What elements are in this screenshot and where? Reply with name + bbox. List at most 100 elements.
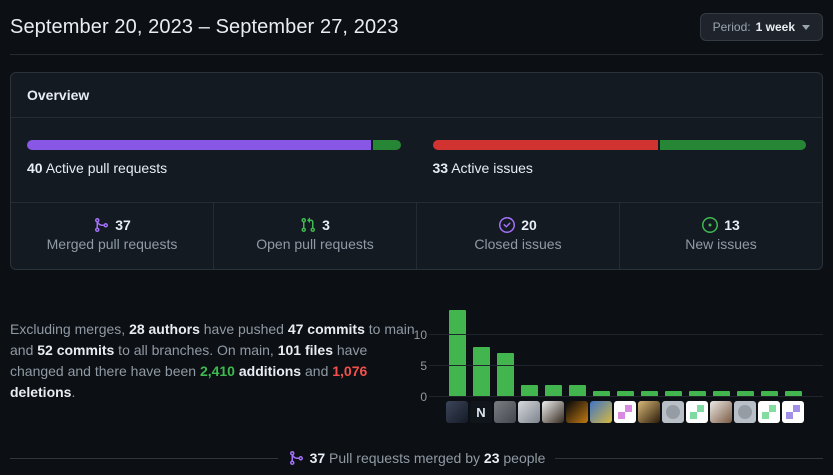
- overview-panel-title: Overview: [11, 73, 822, 118]
- stat-closed-issues[interactable]: 20 Closed issues: [416, 203, 619, 269]
- commit-bar: [736, 390, 754, 397]
- contributor-avatar[interactable]: [734, 401, 756, 423]
- avatar-cell: [661, 401, 685, 423]
- contributor-avatar[interactable]: [590, 401, 612, 423]
- contributor-avatar[interactable]: [446, 401, 468, 423]
- bar-column: [637, 310, 661, 397]
- merged-by-text: 37 Pull requests merged by 23 people: [310, 450, 546, 466]
- text-segment: 28 authors: [129, 321, 200, 337]
- new-issues-value: 13: [724, 217, 740, 233]
- page-header: September 20, 2023 – September 27, 2023 …: [10, 0, 823, 55]
- text-segment: deletions: [10, 384, 72, 400]
- avatar-cell: [709, 401, 733, 423]
- commit-bar: [568, 384, 586, 397]
- avatar-cell: [685, 401, 709, 423]
- text-segment: 37: [309, 450, 326, 466]
- bar-column: [733, 310, 757, 397]
- stat-new-issues[interactable]: 13 New issues: [619, 203, 822, 269]
- active-issues-text: Active issues: [451, 160, 533, 176]
- contributor-avatar[interactable]: [758, 401, 780, 423]
- bar-column: [469, 310, 493, 397]
- divider-line-left: [10, 457, 278, 459]
- text-segment: Pull requests merged by: [325, 450, 484, 466]
- active-issues-count: 33: [432, 160, 449, 176]
- page-title: September 20, 2023 – September 27, 2023: [10, 15, 399, 38]
- contributor-avatar[interactable]: [566, 401, 588, 423]
- contributor-avatar[interactable]: [638, 401, 660, 423]
- avatar-cell: [565, 401, 589, 423]
- period-label: Period:: [712, 20, 751, 34]
- commits-per-author-chart: 0 5 10 N: [413, 297, 823, 423]
- avatar-cell: [445, 401, 469, 423]
- commit-bar: [760, 390, 778, 397]
- text-segment: people: [499, 450, 546, 466]
- issues-progress-bar: [432, 140, 806, 150]
- bar-column: [781, 310, 805, 397]
- bar-column: [709, 310, 733, 397]
- merged-by-content: 37 Pull requests merged by 23 people: [288, 450, 546, 466]
- text-segment: and: [301, 363, 333, 379]
- period-selector-button[interactable]: Period: 1 week: [699, 13, 823, 41]
- closed-issues-label: Closed issues: [474, 236, 562, 252]
- contributor-avatar[interactable]: [542, 401, 564, 423]
- y-tick-label: 10: [413, 327, 427, 342]
- commit-bar: [640, 390, 658, 397]
- contributor-avatar[interactable]: [710, 401, 732, 423]
- merged-pr-value: 37: [115, 217, 131, 233]
- bar-column: [541, 310, 565, 397]
- avatar-cell: [493, 401, 517, 423]
- text-segment: 101 files: [277, 342, 333, 358]
- bar-column: [757, 310, 781, 397]
- identicon-pattern: [690, 405, 704, 419]
- contributor-avatar[interactable]: [494, 401, 516, 423]
- commit-summary-text: Excluding merges, 28 authors have pushed…: [10, 319, 415, 403]
- bar-column: [445, 309, 469, 397]
- git-merge-icon: [288, 450, 304, 466]
- contributor-avatar[interactable]: [662, 401, 684, 423]
- issue-opened-icon: [702, 217, 719, 233]
- identicon-pattern: [786, 405, 800, 419]
- commit-bar: [784, 390, 802, 397]
- y-tick-label: 0: [420, 390, 427, 404]
- avatar-cell: [637, 401, 661, 423]
- text-segment: to all branches. On main,: [114, 342, 278, 358]
- octocat-silhouette-icon: [738, 405, 752, 419]
- period-value: 1 week: [755, 20, 795, 34]
- avatar-cell: [517, 401, 541, 423]
- contributor-avatar[interactable]: N: [470, 401, 492, 423]
- closed-issues-value: 20: [521, 217, 537, 233]
- open-pr-value: 3: [322, 217, 330, 233]
- avatar-cell: [589, 401, 613, 423]
- avatar-cell: [757, 401, 781, 423]
- contributor-avatar[interactable]: [782, 401, 804, 423]
- stats-row: 37 Merged pull requests 3 Open pull requ…: [11, 202, 822, 269]
- open-pr-label: Open pull requests: [256, 236, 374, 252]
- active-issues-label: 33 Active issues: [433, 160, 807, 176]
- issue-closed-icon: [499, 217, 516, 233]
- merged-by-section: 37 Pull requests merged by 23 people: [10, 450, 823, 466]
- commit-bar: [544, 384, 562, 397]
- text-segment: 52 commits: [37, 342, 115, 358]
- text-segment: .: [71, 384, 76, 400]
- gridline: [429, 364, 823, 366]
- text-segment: 23: [483, 450, 500, 466]
- pull-requests-progress: 40 Active pull requests: [11, 140, 417, 176]
- active-pr-count: 40: [27, 160, 43, 176]
- stat-merged-pull-requests[interactable]: 37 Merged pull requests: [11, 203, 213, 269]
- closed-issues-segment: [432, 140, 658, 150]
- overview-panel: Overview 40 Active pull requests 33: [10, 72, 823, 270]
- bar-column: [589, 310, 613, 397]
- contributor-avatar[interactable]: [518, 401, 540, 423]
- text-segment: 47 commits: [287, 321, 365, 337]
- open-pr-segment: [372, 140, 401, 150]
- gridline: [429, 396, 823, 397]
- text-segment: to main and: [10, 321, 415, 358]
- stat-open-pull-requests[interactable]: 3 Open pull requests: [213, 203, 416, 269]
- contributor-avatar[interactable]: [686, 401, 708, 423]
- contributor-avatar[interactable]: [614, 401, 636, 423]
- dropdown-caret-icon: [802, 24, 810, 30]
- text-segment: additions: [238, 363, 302, 379]
- commit-bar: [448, 309, 466, 397]
- bars-row: [445, 309, 805, 397]
